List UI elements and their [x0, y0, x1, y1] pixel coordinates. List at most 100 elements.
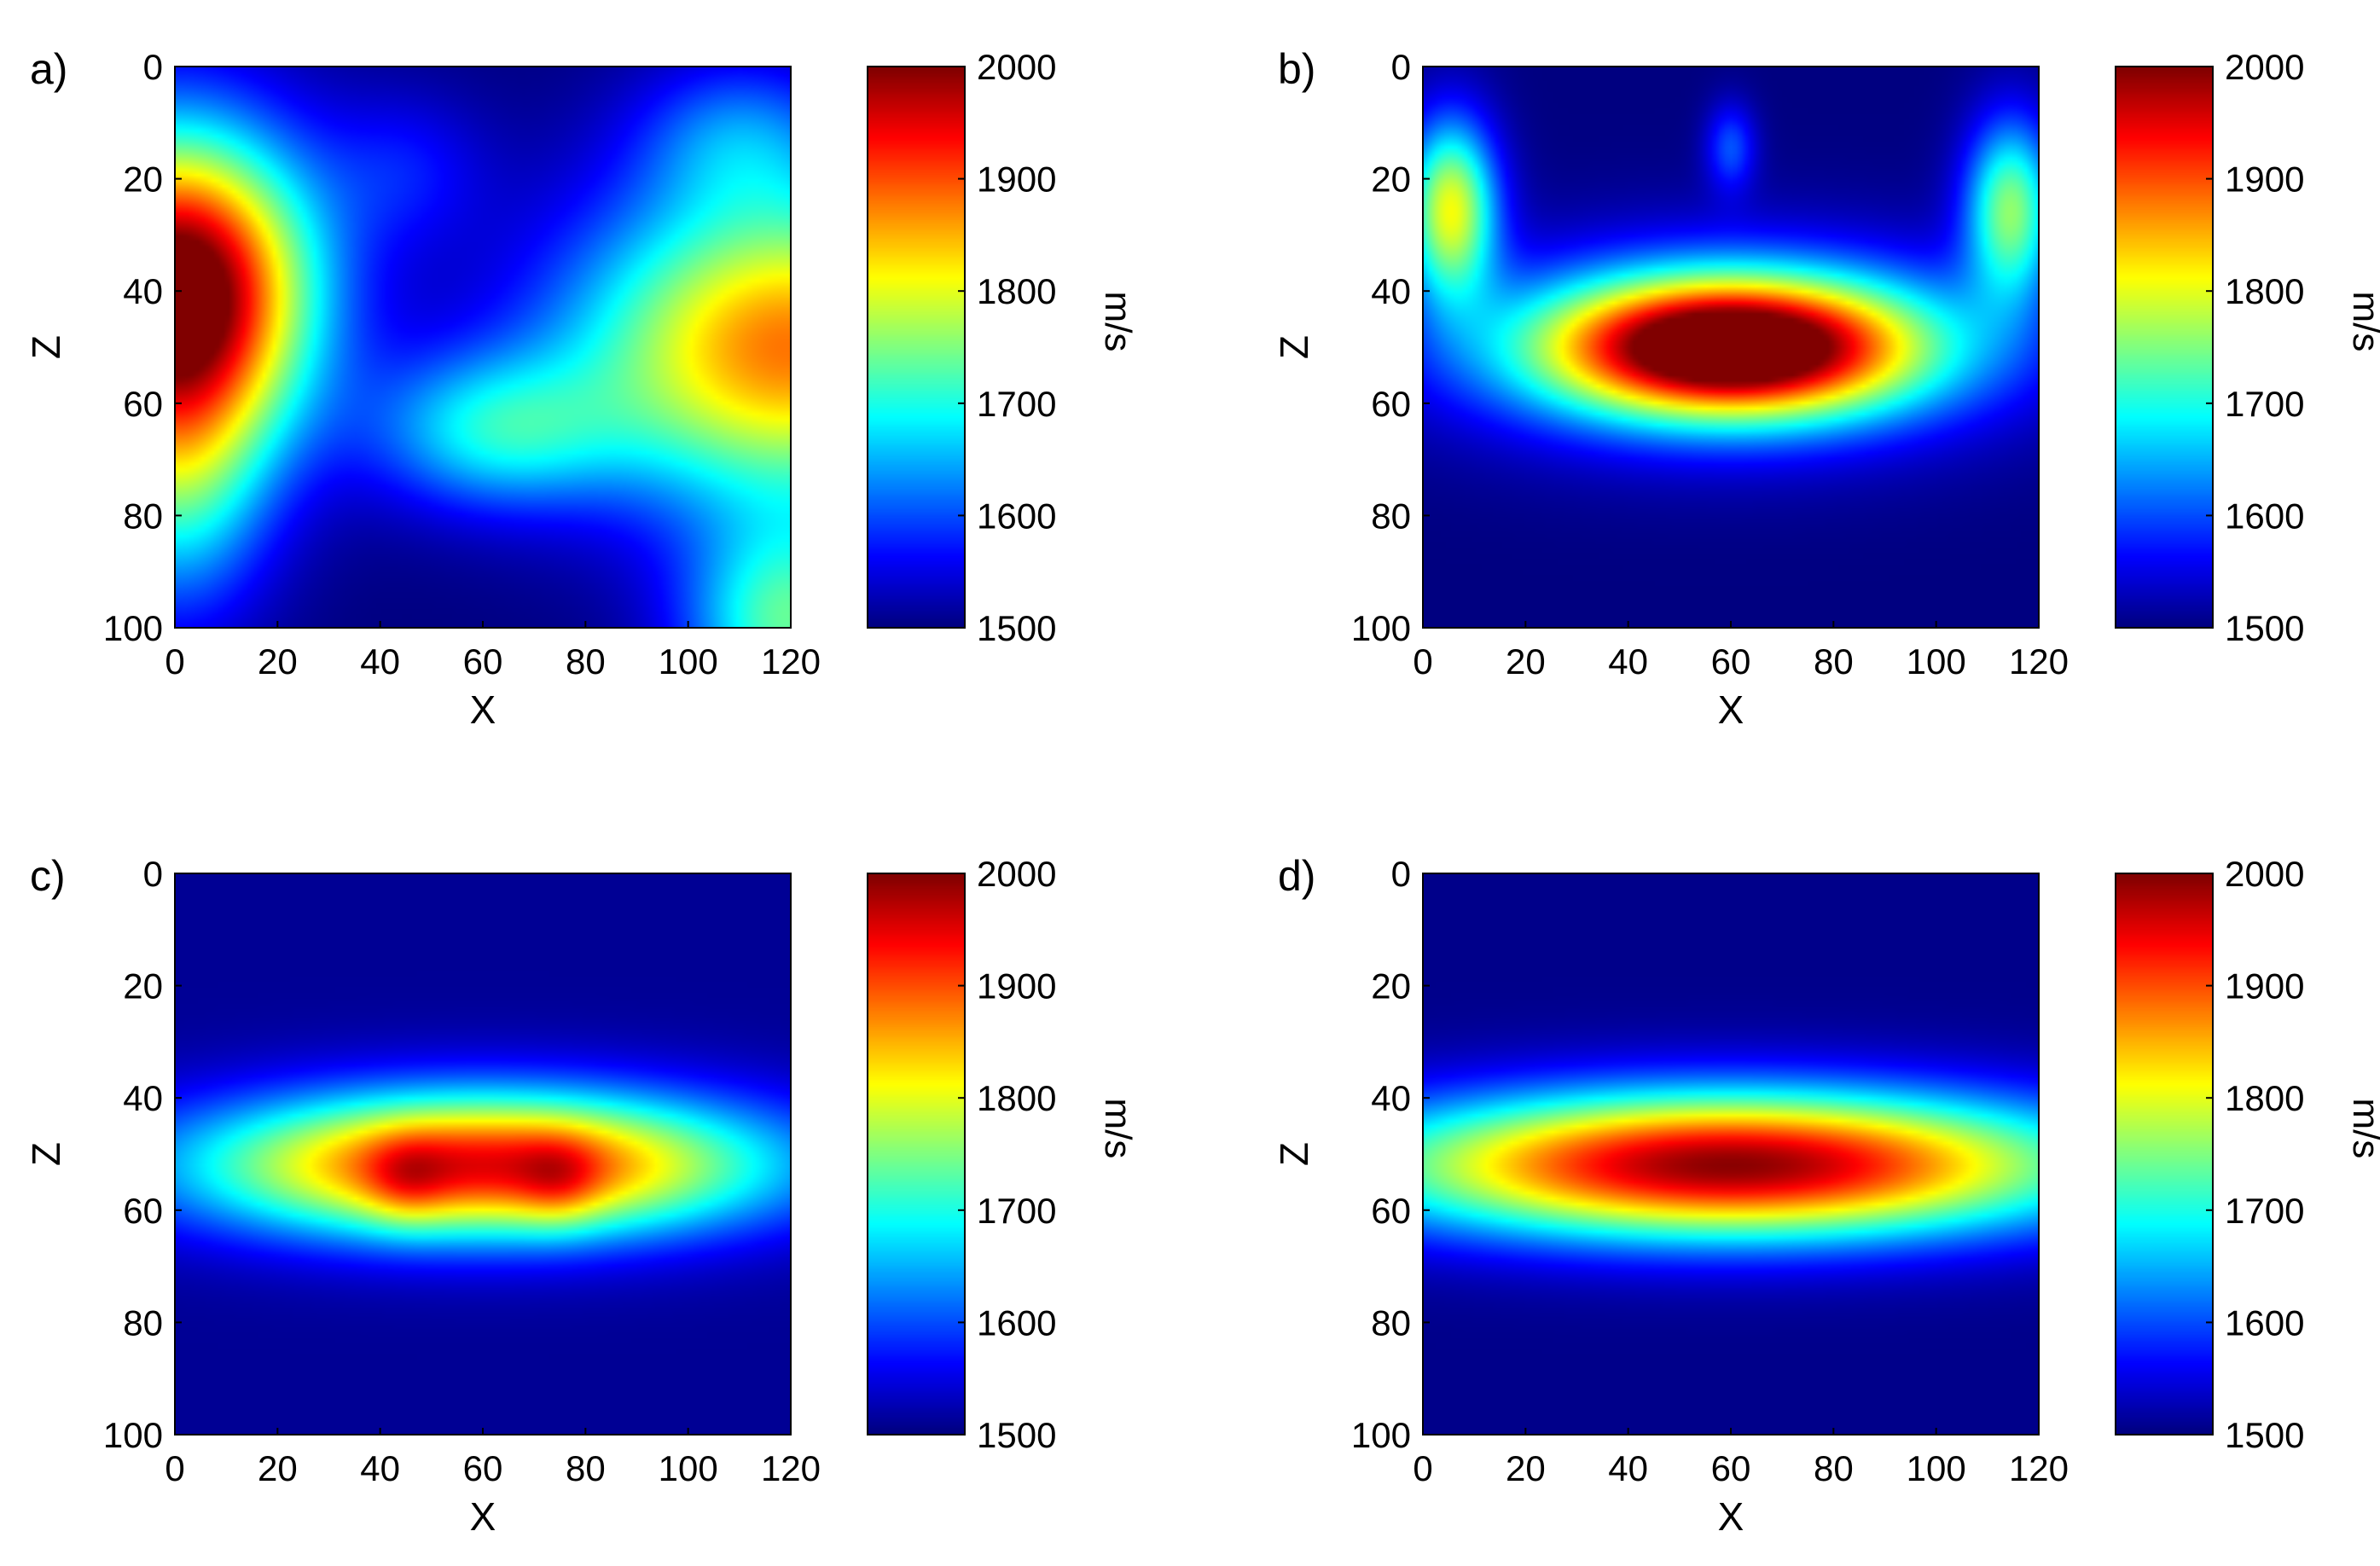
y-axis-label: Z	[1272, 1142, 1316, 1166]
colorbar-label: m/s	[2345, 1099, 2380, 1159]
colorbar-image	[868, 873, 965, 1435]
colorbar-tick-label: 1800	[2225, 1078, 2304, 1118]
x-tick-label: 120	[2009, 641, 2069, 682]
y-tick-label: 0	[143, 47, 163, 87]
x-axis-label: X	[470, 1494, 496, 1539]
panel-label: c)	[30, 852, 66, 900]
colorbar-frame	[2115, 873, 2214, 1436]
panel-d: d) 0 20 40 60 80 100 120 0 20 40 60 80 100 X Z 1500 1600 1…	[1272, 852, 2380, 1539]
y-tick-label: 60	[123, 1191, 163, 1231]
colorbar-tick-label: 2000	[2225, 854, 2304, 894]
y-tick-label: 100	[103, 608, 163, 648]
colorbar-tick-label: 1700	[977, 1191, 1056, 1231]
colorbar-frame	[867, 873, 966, 1436]
colorbar-tick-label: 1600	[977, 1302, 1056, 1343]
y-tick-label: 60	[1371, 384, 1411, 424]
x-tick-label: 80	[566, 641, 606, 682]
y-tick-label: 80	[123, 496, 163, 536]
y-tick-label: 20	[123, 160, 163, 200]
x-tick-label: 100	[1907, 641, 1966, 682]
y-tick-label: 60	[1371, 1191, 1411, 1231]
y-tick-label: 100	[1351, 1415, 1411, 1455]
panel-label: a)	[30, 45, 67, 93]
colorbar-tick-label: 1500	[977, 1415, 1056, 1455]
x-tick-label: 20	[1506, 1448, 1546, 1488]
x-tick-label: 20	[258, 641, 298, 682]
colorbar-tick-label: 2000	[977, 47, 1056, 87]
colorbar-tick-label: 1500	[2225, 608, 2304, 648]
y-tick-label: 80	[1371, 496, 1411, 536]
heatmap-image	[1423, 67, 2039, 628]
x-tick-label: 20	[258, 1448, 298, 1488]
x-tick-label: 100	[659, 1448, 718, 1488]
x-axis-label: X	[1718, 687, 1744, 732]
colorbar-label: m/s	[2345, 292, 2380, 352]
x-axis-label: X	[470, 687, 496, 732]
colorbar-tick-label: 1900	[977, 966, 1056, 1006]
colorbar-label: m/s	[1097, 292, 1139, 352]
colorbar-image	[868, 67, 965, 628]
y-tick-label: 40	[1371, 1078, 1411, 1118]
x-axis-label: X	[1718, 1494, 1744, 1539]
x-tick-label: 120	[2009, 1448, 2069, 1488]
colorbar-frame	[867, 66, 966, 629]
x-tick-label: 80	[566, 1448, 606, 1488]
x-tick-label: 0	[1413, 641, 1432, 682]
panel-label: b)	[1278, 45, 1315, 93]
x-tick-label: 40	[360, 641, 400, 682]
x-tick-label: 80	[1814, 641, 1854, 682]
panel-label: d)	[1278, 852, 1315, 900]
y-axis-label: Z	[24, 335, 68, 359]
colorbar-tick-label: 1500	[2225, 1415, 2304, 1455]
y-tick-label: 80	[123, 1302, 163, 1343]
panel-a: a) 0 20 40 60 80 100 120 0 20 40 60 80 100 X Z 1500 1600 1…	[24, 45, 1139, 732]
y-tick-label: 20	[123, 966, 163, 1006]
y-axis-label: Z	[1272, 335, 1316, 359]
panel-c: c) 0 20 40 60 80 100 120 0 20 40 60 80 100 X Z 1500 1600 1…	[24, 852, 1139, 1539]
y-tick-label: 0	[143, 854, 163, 894]
colorbar-tick-label: 2000	[977, 854, 1056, 894]
x-tick-label: 60	[1711, 1448, 1751, 1488]
y-tick-label: 100	[103, 1415, 163, 1455]
x-tick-label: 40	[1608, 1448, 1648, 1488]
x-tick-label: 0	[165, 1448, 184, 1488]
x-tick-label: 120	[761, 641, 821, 682]
x-tick-label: 60	[463, 641, 503, 682]
y-tick-label: 80	[1371, 1302, 1411, 1343]
x-tick-label: 0	[1413, 1448, 1432, 1488]
y-tick-label: 60	[123, 384, 163, 424]
colorbar-tick-label: 2000	[2225, 47, 2304, 87]
heatmap-image	[175, 873, 791, 1435]
y-tick-label: 0	[1391, 854, 1411, 894]
colorbar-frame	[2115, 66, 2214, 629]
x-tick-label: 20	[1506, 641, 1546, 682]
colorbar-tick-label: 1800	[977, 271, 1056, 311]
y-tick-label: 100	[1351, 608, 1411, 648]
colorbar-tick-label: 1700	[977, 384, 1056, 424]
y-tick-label: 20	[1371, 966, 1411, 1006]
y-tick-label: 40	[123, 271, 163, 311]
colorbar-tick-label: 1900	[2225, 160, 2304, 200]
y-tick-label: 0	[1391, 47, 1411, 87]
x-tick-label: 120	[761, 1448, 821, 1488]
panel-b: b) 0 20 40 60 80 100 120 0 20 40 60 80 100 X Z 1500 1600 1…	[1272, 45, 2380, 732]
x-tick-label: 60	[463, 1448, 503, 1488]
colorbar-tick-label: 1900	[2225, 966, 2304, 1006]
x-tick-label: 80	[1814, 1448, 1854, 1488]
colorbar-image	[2116, 67, 2213, 628]
y-tick-label: 20	[1371, 160, 1411, 200]
colorbar-label: m/s	[1097, 1099, 1139, 1159]
colorbar-tick-label: 1900	[977, 160, 1056, 200]
colorbar-tick-label: 1800	[2225, 271, 2304, 311]
x-tick-label: 40	[1608, 641, 1648, 682]
colorbar-tick-label: 1600	[2225, 1302, 2304, 1343]
colorbar-tick-label: 1700	[2225, 384, 2304, 424]
colorbar-tick-label: 1500	[977, 608, 1056, 648]
colorbar-image	[2116, 873, 2213, 1435]
y-axis-label: Z	[24, 1142, 68, 1166]
heatmap-image	[1423, 873, 2039, 1435]
y-tick-label: 40	[123, 1078, 163, 1118]
x-tick-label: 100	[1907, 1448, 1966, 1488]
